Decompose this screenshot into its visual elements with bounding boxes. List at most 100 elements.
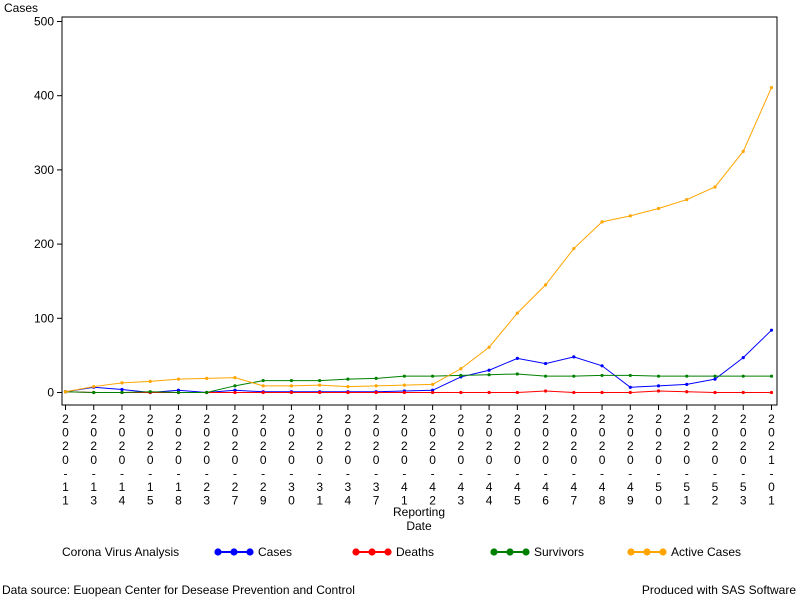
legend-item: Deaths (352, 545, 434, 559)
data-point (176, 388, 181, 392)
data-point (572, 374, 576, 378)
data-point (431, 374, 435, 378)
data-point (515, 390, 519, 395)
data-point (346, 390, 350, 395)
data-point (63, 390, 68, 394)
produced-with-note: Produced with SAS Software (641, 583, 796, 597)
x-tick-label: 2 0 2 0 -1 4 (119, 412, 126, 508)
data-point (459, 390, 463, 395)
legend-item: Cases (214, 545, 292, 559)
data-point (628, 373, 632, 378)
x-tick-label: 2 0 2 0 -2 7 (232, 412, 239, 508)
data-point (233, 390, 237, 395)
data-point (205, 390, 209, 395)
x-tick-label: 2 0 2 0 -4 6 (542, 412, 549, 508)
data-point (289, 384, 294, 388)
data-point (685, 382, 689, 386)
x-tick-label: 2 0 2 0 -4 5 (514, 412, 521, 508)
x-tick-label: 2 0 2 0 -3 1 (316, 412, 323, 508)
data-point (713, 185, 717, 189)
axes: Cases 0 100 200 300 400 500 2 0 2 0 -1 1 2 0 2 0 -1 3 2 0 2 0-… (4, 1, 778, 533)
data-point (318, 383, 322, 387)
series-active-cases (63, 85, 774, 394)
data-point (769, 328, 774, 332)
legend-marker (368, 548, 376, 556)
x-tick-label: 2 0 2 0 -4 4 (486, 412, 493, 508)
legend-marker (627, 548, 635, 556)
data-point (318, 390, 322, 395)
legend-item: Active Cases (627, 545, 741, 559)
data-point (543, 389, 548, 393)
data-point (431, 390, 435, 395)
data-point (628, 214, 632, 218)
data-point (769, 85, 774, 90)
x-tick-label: 2 0 2 0 -1 3 (90, 412, 97, 508)
data-point (713, 374, 717, 378)
x-tick-label: 2 0 2 0 -5 0 (655, 412, 662, 508)
data-point (741, 374, 745, 378)
x-tick-label: 2 0 2 0 -1 8 (175, 412, 182, 508)
data-point (318, 379, 322, 383)
legend-marker (246, 548, 254, 556)
y-axis-title: Cases (4, 1, 38, 15)
data-point (431, 382, 435, 386)
x-tick-label: 2 0 2 0 -2 9 (260, 412, 267, 508)
legend-item: Survivors (490, 545, 584, 559)
legend-label: Cases (258, 545, 292, 559)
data-point (487, 373, 491, 377)
x-tick-label: 2 0 2 0 -2 3 (203, 412, 210, 508)
series-line (65, 87, 772, 393)
data-point (120, 387, 124, 392)
legend-label: Survivors (534, 545, 584, 559)
y-tick-label: 100 (34, 311, 54, 325)
x-tick-label: 2 0 2 0 -4 7 (570, 412, 577, 508)
legend-marker (522, 548, 530, 556)
data-point (148, 379, 152, 383)
x-tick-label: 2 0 2 0 -3 7 (373, 412, 380, 508)
x-tick-label: 2 0 2 0 -5 3 (740, 412, 747, 508)
data-point (120, 390, 124, 395)
data-point (233, 384, 237, 388)
data-point (92, 390, 96, 395)
x-axis-title: Reporting Date (393, 505, 445, 533)
x-tick-label: 2 0 2 0 -3 0 (288, 412, 295, 508)
data-point (741, 356, 745, 360)
data-point (346, 377, 350, 381)
y-tick-label: 200 (34, 237, 54, 251)
data-point (741, 149, 745, 153)
data-point (685, 197, 689, 202)
data-point (656, 389, 661, 393)
legend-marker (659, 548, 667, 556)
data-point (261, 390, 265, 395)
data-point (402, 374, 406, 378)
x-tick-label: 2 0 2 0 -4 1 (401, 412, 408, 508)
y-tick-label: 0 (47, 386, 54, 400)
data-source-note: Data source: Euopean Center for Desease … (2, 583, 355, 597)
data-point (233, 388, 237, 392)
y-tick-label: 500 (34, 15, 54, 29)
data-point (148, 390, 152, 394)
data-point (176, 390, 181, 395)
legend-marker (643, 548, 651, 556)
data-point (374, 384, 378, 388)
data-point (656, 384, 661, 388)
data-point (120, 381, 124, 385)
data-point (515, 311, 519, 315)
data-point (628, 385, 632, 389)
data-point (261, 379, 265, 383)
data-point (233, 376, 237, 380)
data-point (628, 390, 632, 395)
x-tick-label: 2 0 2 0 -4 3 (458, 412, 465, 508)
data-point (656, 374, 661, 378)
data-point (600, 364, 604, 368)
y-tick-label: 300 (34, 163, 54, 177)
series-survivors (63, 372, 774, 395)
x-tick-label: 2 0 2 0 -4 9 (627, 412, 634, 508)
x-tick-label: 2 0 2 0 -1 5 (147, 412, 154, 508)
x-tick-label: 2 0 2 0 -5 1 (683, 412, 690, 508)
legend-marker (506, 548, 514, 556)
data-point (572, 390, 576, 395)
x-tick-label: 2 0 2 0 -4 8 (599, 412, 606, 508)
data-point (543, 283, 548, 287)
